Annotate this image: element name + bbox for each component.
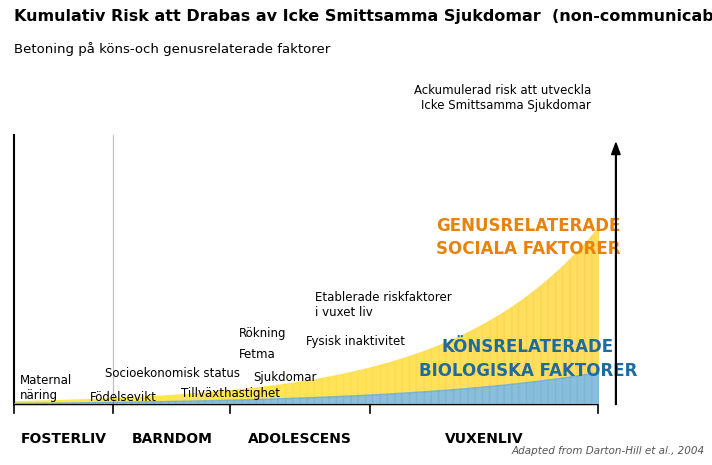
Text: KÖNSRELATERADE
BIOLOGISKA FAKTORER: KÖNSRELATERADE BIOLOGISKA FAKTORER [419, 338, 637, 379]
Text: Etablerade riskfaktorer
i vuxet liv: Etablerade riskfaktorer i vuxet liv [315, 291, 451, 319]
Text: ADOLESCENS: ADOLESCENS [248, 432, 352, 445]
Text: Socioekonomisk status: Socioekonomisk status [105, 367, 240, 380]
Text: Adapted from Darton-Hill et al., 2004: Adapted from Darton-Hill et al., 2004 [512, 445, 705, 456]
Text: Ackumulerad risk att utveckla
Icke Smittsamma Sjukdomar: Ackumulerad risk att utveckla Icke Smitt… [414, 84, 591, 112]
Text: Födelsevikt: Födelsevikt [90, 392, 157, 404]
Text: Tillväxthastighet: Tillväxthastighet [181, 387, 280, 400]
Text: Betoning på köns-och genusrelaterade faktorer: Betoning på köns-och genusrelaterade fak… [14, 42, 330, 56]
Text: VUXENLIV: VUXENLIV [445, 432, 523, 445]
Text: Fysisk inaktivitet: Fysisk inaktivitet [306, 335, 405, 348]
Text: Fetma: Fetma [239, 348, 276, 361]
Text: FOSTERLIV: FOSTERLIV [21, 432, 107, 445]
Text: Kumulativ Risk att Drabas av Icke Smittsamma Sjukdomar  (non-communicable diseas: Kumulativ Risk att Drabas av Icke Smitts… [14, 9, 712, 24]
Text: Rökning: Rökning [239, 326, 286, 339]
Text: Maternal
näring: Maternal näring [20, 374, 73, 402]
Text: GENUSRELATERADE
SOCIALA FAKTORER: GENUSRELATERADE SOCIALA FAKTORER [436, 217, 620, 258]
Text: Sjukdomar: Sjukdomar [253, 371, 317, 384]
Text: BARNDOM: BARNDOM [132, 432, 212, 445]
